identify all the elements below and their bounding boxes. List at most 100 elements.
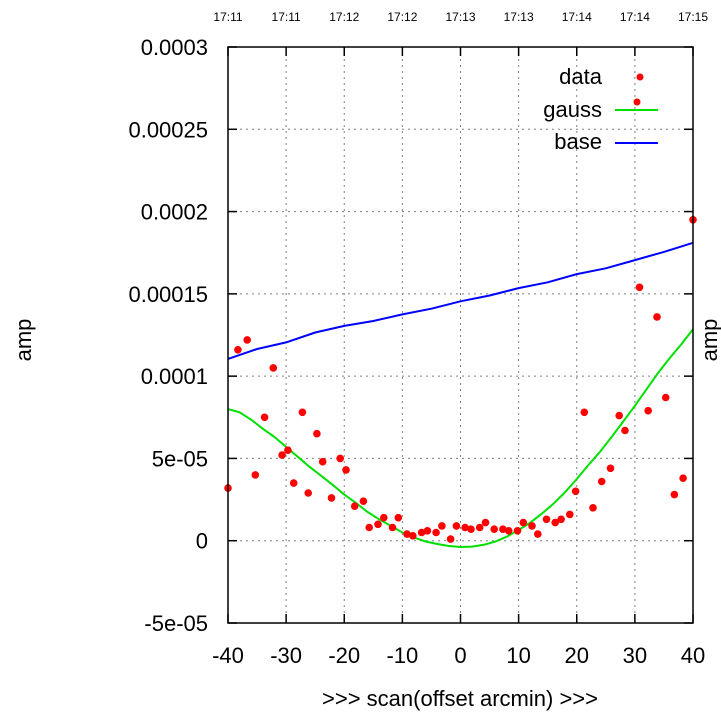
data-point — [374, 520, 382, 529]
data-point — [313, 429, 321, 438]
plot-series — [224, 216, 697, 548]
x-tick-label: -10 — [386, 643, 418, 668]
data-point — [336, 454, 345, 463]
y-tick-label: 5e-05 — [152, 446, 208, 471]
top-time-label: 17:11 — [213, 10, 242, 24]
data-point — [446, 535, 455, 543]
data-point — [542, 515, 551, 524]
x-tick-label: 0 — [454, 643, 466, 668]
legend-marker-data — [636, 73, 644, 81]
data-point — [278, 451, 286, 459]
axis-ticks — [227, 46, 694, 624]
x-tick-label: -20 — [328, 643, 360, 668]
x-tick-label: 20 — [565, 643, 589, 668]
data-point — [452, 522, 461, 530]
data-point — [635, 283, 644, 292]
data-point — [519, 518, 528, 527]
y-tick-label: 0.0003 — [141, 35, 208, 60]
data-point — [260, 413, 269, 422]
data-point — [409, 532, 417, 540]
series-line-gauss — [227, 328, 694, 548]
data-point — [388, 523, 397, 532]
top-time-label: 17:12 — [329, 10, 359, 24]
legend-marker-gauss — [633, 98, 641, 106]
data-point — [475, 523, 484, 532]
data-point — [528, 522, 536, 530]
data-point — [304, 489, 313, 497]
x-axis-title: >>> scan(offset arcmin) >>> — [322, 686, 598, 711]
x-tick-label: -40 — [212, 643, 244, 668]
legend-label-gauss: gauss — [543, 97, 602, 122]
data-point — [504, 527, 513, 535]
data-point — [251, 471, 260, 479]
y-tick-label: 0.0002 — [141, 200, 208, 225]
data-point — [534, 530, 542, 538]
data-point — [580, 408, 589, 417]
y-axis-title-right: amp — [697, 319, 721, 362]
data-point — [513, 527, 522, 535]
data-point — [318, 457, 327, 466]
top-time-label: 17:13 — [445, 10, 475, 24]
data-point — [467, 525, 475, 533]
data-point — [679, 474, 687, 483]
data-point — [394, 513, 403, 522]
data-point — [289, 479, 298, 487]
data-point — [621, 426, 629, 435]
top-time-label: 17:13 — [504, 10, 534, 24]
data-point — [243, 336, 251, 344]
top-time-label: 17:14 — [562, 10, 592, 24]
y-axis-title: amp — [11, 319, 36, 362]
data-point — [284, 446, 292, 455]
data-point — [606, 464, 615, 473]
data-point — [490, 525, 499, 533]
data-point — [342, 466, 350, 474]
data-point — [461, 523, 469, 532]
data-point — [653, 313, 661, 321]
tick-labels: -40 17:11 -30 17:11 -20 17:12 -10 17:12 0 17:13 10… — [128, 10, 708, 668]
top-time-label: 17:15 — [678, 10, 708, 24]
x-tick-label: 30 — [623, 643, 647, 668]
data-point — [350, 502, 359, 511]
data-point — [644, 406, 652, 415]
y-tick-label: 0.00015 — [128, 282, 208, 307]
data-point — [298, 408, 307, 417]
data-point — [269, 364, 278, 372]
legend-label-base: base — [554, 129, 602, 154]
x-tick-label: 10 — [506, 643, 530, 668]
data-point — [403, 530, 411, 538]
top-time-label: 17:11 — [272, 10, 301, 24]
data-point — [417, 528, 426, 537]
data-point — [423, 527, 432, 535]
data-point — [615, 411, 623, 420]
top-time-label: 17:12 — [387, 10, 417, 24]
top-time-label: 17:14 — [620, 10, 650, 24]
y-tick-label: 0 — [196, 529, 208, 554]
data-point — [589, 504, 597, 512]
data-point — [597, 477, 606, 486]
data-point — [365, 523, 374, 532]
y-tick-label: 0.00025 — [128, 117, 208, 142]
x-tick-label: -30 — [270, 643, 302, 668]
data-point — [432, 528, 440, 537]
y-tick-label: 0.0001 — [141, 364, 208, 389]
data-point — [234, 346, 242, 354]
data-point — [481, 518, 490, 527]
y-tick-label: -5e-05 — [144, 611, 208, 636]
data-point — [438, 522, 446, 530]
data-point — [557, 515, 565, 524]
data-point — [571, 487, 580, 496]
data-point — [380, 513, 388, 522]
data-point — [499, 525, 507, 533]
legend: data gauss base — [543, 64, 658, 154]
data-point — [359, 497, 368, 506]
data-point — [327, 494, 336, 502]
data-point — [566, 510, 574, 519]
x-tick-label: 40 — [681, 643, 705, 668]
data-point — [551, 518, 559, 527]
data-point — [661, 393, 670, 402]
legend-label-data: data — [559, 64, 603, 89]
data-point — [670, 490, 679, 499]
series-line-base — [227, 241, 694, 360]
